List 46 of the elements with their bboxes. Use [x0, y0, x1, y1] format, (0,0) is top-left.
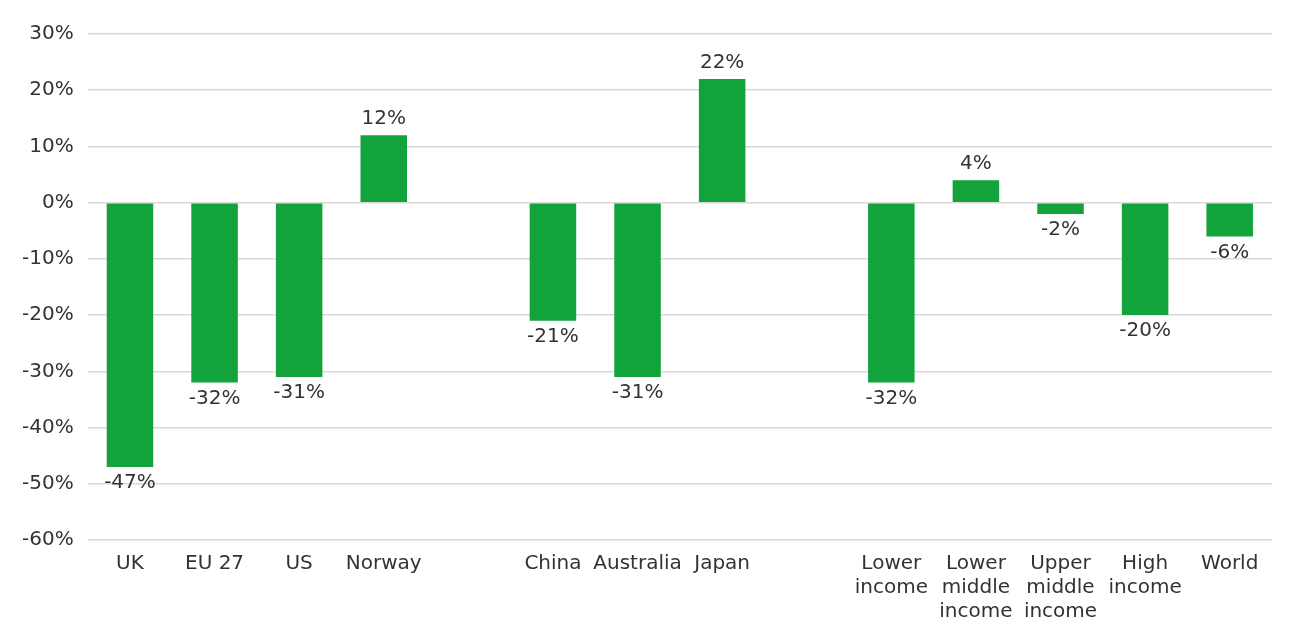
bar — [275, 203, 323, 377]
y-tick-label: 0% — [41, 188, 74, 213]
data-label: -6% — [1210, 238, 1250, 263]
data-label: 4% — [960, 150, 992, 175]
data-label: 22% — [699, 49, 745, 74]
bar — [698, 78, 746, 202]
x-tick-label: Upper middle income — [1023, 550, 1098, 623]
data-label: -47% — [104, 469, 156, 494]
x-tick-label: Japan — [692, 550, 751, 575]
bar — [360, 135, 408, 202]
x-tick-label: EU 27 — [185, 550, 245, 575]
data-label: -20% — [1119, 317, 1171, 342]
bar — [106, 203, 154, 467]
y-tick-label: -50% — [22, 469, 74, 494]
data-label: -32% — [188, 384, 241, 409]
data-label: -21% — [527, 322, 579, 347]
data-label: -31% — [611, 379, 664, 404]
y-tick-label: -40% — [22, 413, 74, 438]
y-tick-label: 20% — [29, 76, 74, 101]
bar — [868, 203, 915, 383]
bar — [952, 180, 1000, 202]
x-tick-label: Australia — [593, 550, 682, 575]
bar — [614, 203, 661, 377]
data-label: -2% — [1041, 216, 1080, 241]
bar — [191, 203, 238, 383]
x-tick-label: Lower middle income — [939, 550, 1013, 623]
bar — [1121, 203, 1169, 316]
x-tick-label: China — [524, 550, 582, 575]
x-tick-label: US — [285, 550, 313, 575]
y-tick-label: 10% — [29, 132, 74, 157]
data-label: -31% — [273, 379, 325, 404]
y-tick-label: -20% — [22, 301, 74, 326]
y-tick-label: -60% — [22, 526, 74, 551]
x-tick-label: Norway — [345, 550, 422, 575]
bar — [1037, 203, 1084, 214]
x-tick-label: Lower income — [854, 550, 928, 599]
data-label: -32% — [865, 384, 918, 409]
x-tick-label: High income — [1108, 550, 1182, 599]
bar — [529, 203, 577, 321]
x-tick-label: World — [1201, 550, 1259, 575]
y-tick-label: -30% — [22, 357, 74, 382]
y-tick-label: -10% — [22, 245, 74, 270]
data-label: 12% — [361, 105, 406, 130]
x-tick-label: UK — [116, 550, 145, 575]
bar — [1206, 203, 1253, 237]
y-tick-label: 30% — [29, 20, 74, 45]
